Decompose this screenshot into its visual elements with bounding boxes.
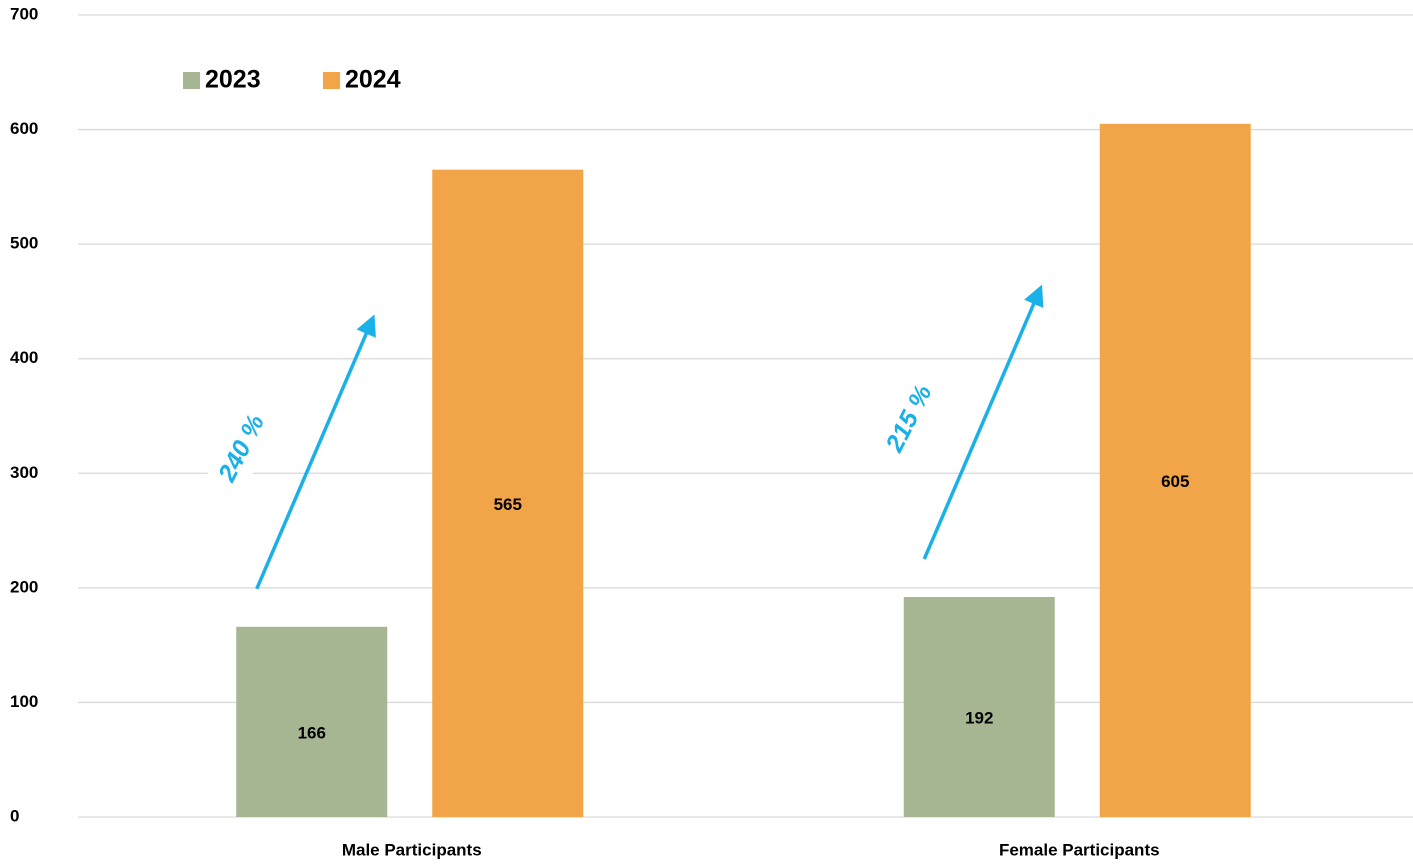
- y-tick-label: 500: [10, 234, 38, 253]
- x-tick-label: Female Participants: [999, 840, 1160, 859]
- y-tick-label: 700: [10, 4, 38, 23]
- legend-swatch: [183, 72, 200, 89]
- growth-arrow: [255, 314, 376, 590]
- y-tick-label: 100: [10, 692, 38, 711]
- bar: [432, 169, 584, 817]
- annotation: 240 %: [203, 396, 283, 501]
- x-tick-label: Male Participants: [342, 840, 482, 859]
- growth-arrow: [922, 284, 1044, 560]
- data-label: 192: [965, 708, 993, 727]
- legend-swatch: [323, 72, 340, 89]
- y-tick-label: 600: [10, 119, 38, 138]
- data-label: 166: [298, 723, 326, 742]
- data-label: 605: [1161, 472, 1189, 491]
- legend-label: 2024: [345, 66, 401, 94]
- y-tick-label: 200: [10, 577, 38, 596]
- annotation-bg: [203, 396, 283, 501]
- bar: [236, 626, 388, 817]
- legend-label: 2023: [205, 66, 261, 94]
- y-tick-label: 400: [10, 348, 38, 367]
- y-tick-label: 300: [10, 463, 38, 482]
- bar: [1099, 123, 1251, 818]
- annotation: 215 %: [870, 367, 950, 471]
- bar: [903, 597, 1055, 817]
- annotation-bg: [870, 367, 950, 471]
- data-label: 565: [494, 495, 522, 514]
- y-tick-label: 0: [10, 806, 19, 825]
